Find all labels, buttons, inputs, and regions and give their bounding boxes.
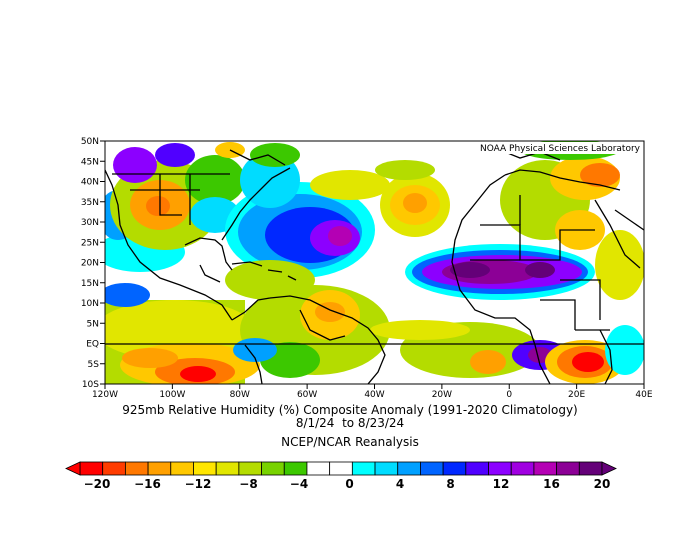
legend-swatch xyxy=(193,461,217,476)
lon-label: 80W xyxy=(230,390,250,400)
lon-label: 40E xyxy=(635,390,652,400)
lat-label: 10N xyxy=(81,299,99,309)
lon-label: 60W xyxy=(297,390,317,400)
legend-swatch xyxy=(510,461,535,476)
legend-bar xyxy=(65,461,617,476)
legend-swatch xyxy=(533,461,558,476)
legend-label: −16 xyxy=(134,477,161,491)
legend-swatch xyxy=(420,461,444,476)
lat-label: 45N xyxy=(81,157,99,167)
legend-label: 16 xyxy=(543,477,560,491)
lat-label: EQ xyxy=(86,340,99,350)
legend-swatch xyxy=(488,461,512,476)
lat-label: 50N xyxy=(81,137,99,147)
legend-swatch xyxy=(238,461,262,476)
legend-swatch xyxy=(442,461,467,476)
legend-label: 4 xyxy=(396,477,404,491)
legend-swatch xyxy=(374,461,399,476)
legend-swatch xyxy=(465,461,489,476)
lon-label: 100W xyxy=(159,390,185,400)
legend-swatch xyxy=(170,461,194,476)
legend-swatch xyxy=(261,461,285,476)
lat-label: 35N xyxy=(81,198,99,208)
legend-labels: −20 −16 −12 −8 −4 0 4 8 12 16 20 xyxy=(84,477,611,491)
legend-swatch xyxy=(578,461,603,476)
latitude-labels: 50N 45N 40N 35N 30N 25N 20N 15N 10N 5N EQ 5S 10S xyxy=(81,137,105,390)
legend-swatch xyxy=(215,461,240,476)
lon-label: 20W xyxy=(432,390,452,400)
legend-swatch xyxy=(124,461,149,476)
legend-swatch xyxy=(397,461,421,476)
lon-label: 0 xyxy=(506,390,512,400)
caption-dates: 8/1/24 to 8/23/24 xyxy=(295,416,405,430)
watermark-text: NOAA Physical Sciences Laboratory xyxy=(480,144,641,154)
legend-label: 8 xyxy=(446,477,454,491)
coastlines xyxy=(105,147,644,384)
humidity-anomaly-map: NOAA Physical Sciences Laboratory 50N 45N… xyxy=(81,137,653,400)
legend-label: −20 xyxy=(84,477,111,491)
legend-label: 0 xyxy=(345,477,353,491)
legend-min-arrow xyxy=(65,461,81,476)
lat-label: 20N xyxy=(81,259,99,269)
legend-swatch xyxy=(283,461,308,476)
legend-label: −8 xyxy=(239,477,257,491)
legend-swatch xyxy=(556,461,580,476)
legend-max-arrow xyxy=(601,461,617,476)
legend-swatch xyxy=(102,461,126,476)
anomaly-field xyxy=(105,141,644,384)
lon-label: 120W xyxy=(92,390,118,400)
lat-label: 30N xyxy=(81,218,99,228)
caption-title: 925mb Relative Humidity (%) Composite An… xyxy=(122,403,578,417)
legend-swatch xyxy=(329,461,353,476)
legend-label: −4 xyxy=(290,477,308,491)
legend-swatch xyxy=(147,461,172,476)
lat-label: 10S xyxy=(82,380,99,390)
legend-swatch xyxy=(306,461,331,476)
caption-source: NCEP/NCAR Reanalysis xyxy=(281,435,419,449)
lat-label: 40N xyxy=(81,178,99,188)
lat-label: 15N xyxy=(81,279,99,289)
longitude-labels: 120W 100W 80W 60W 40W 20W 0 20E 40E xyxy=(92,384,653,400)
legend-swatch xyxy=(79,461,104,476)
lat-label: 25N xyxy=(81,238,99,248)
legend-label: 12 xyxy=(493,477,510,491)
lon-label: 40W xyxy=(364,390,384,400)
lat-label: 5S xyxy=(88,360,100,370)
lat-label: 5N xyxy=(87,319,99,329)
legend-label: 20 xyxy=(594,477,611,491)
legend-label: −12 xyxy=(185,477,212,491)
legend-swatch xyxy=(351,461,376,476)
lon-label: 20E xyxy=(568,390,585,400)
